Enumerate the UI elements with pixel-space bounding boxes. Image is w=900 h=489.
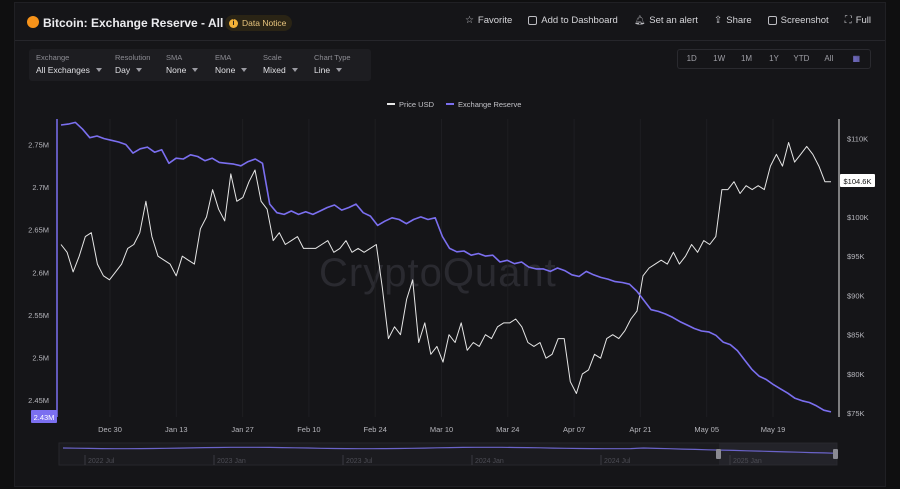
navigator-label: 2024 Jul <box>604 458 631 465</box>
exchange-select[interactable]: Exchange All Exchanges <box>36 53 102 75</box>
share-icon: ⇪ <box>713 15 723 26</box>
bell-icon: 🔔︎ <box>633 15 646 25</box>
legend-item-price[interactable]: Price USD <box>387 100 434 109</box>
ema-select[interactable]: EMA None <box>215 53 248 75</box>
add-to-dashboard-button[interactable]: Add to Dashboard <box>528 15 618 26</box>
x-axis-tick: Dec 30 <box>98 425 122 434</box>
x-axis-tick: Apr 07 <box>563 425 585 434</box>
x-axis-tick: Feb 10 <box>297 425 320 434</box>
x-axis-tick: Mar 10 <box>430 425 453 434</box>
right-axis-tick: $75K <box>847 409 865 418</box>
dashboard-icon <box>528 16 538 25</box>
reserve-series-line <box>60 121 832 413</box>
x-axis-tick: Mar 24 <box>496 425 519 434</box>
left-axis-tick: 2.55M <box>28 311 49 320</box>
filter-bar: Exchange All Exchanges Resolution Day SM… <box>29 49 371 81</box>
sma-select[interactable]: SMA None <box>166 53 199 75</box>
chart-svg[interactable]: 2.75M 2.7M 2.65M 2.6M 2.55M 2.5M 2.45M $110K $10… <box>15 3 887 488</box>
right-axis-tick: $85K <box>847 331 865 340</box>
range-1w[interactable]: 1W <box>713 54 726 63</box>
range-all[interactable]: All <box>824 54 834 63</box>
right-axis-tick: $80K <box>847 370 865 379</box>
left-axis-tick: 2.75M <box>28 141 49 150</box>
chevron-down-icon <box>136 68 143 72</box>
x-axis-tick: Apr 21 <box>629 425 651 434</box>
navigator-label: 2022 Jul <box>88 458 115 465</box>
chevron-down-icon <box>336 68 343 72</box>
expand-icon: ⛶ <box>844 15 852 26</box>
share-button[interactable]: ⇪ Share <box>713 15 752 26</box>
chevron-down-icon <box>95 68 102 72</box>
left-axis-tick: 2.7M <box>32 183 49 192</box>
fullscreen-button[interactable]: ⛶ Full <box>844 15 871 26</box>
x-axis-tick: May 19 <box>761 425 786 434</box>
camera-icon <box>767 16 777 25</box>
header-actions: ☆ Favorite Add to Dashboard 🔔︎ Set an aler… <box>465 15 871 26</box>
x-axis-tick: Jan 27 <box>231 425 254 434</box>
resolution-select[interactable]: Resolution Day <box>115 53 151 75</box>
left-axis-tick: 2.6M <box>32 268 49 277</box>
range-1m[interactable]: 1M <box>740 54 753 63</box>
chevron-down-icon <box>241 68 248 72</box>
time-range-selector: 1D 1W 1M 1Y YTD All ▦ <box>677 49 871 69</box>
x-axis-tick: Feb 24 <box>364 425 387 434</box>
range-1d[interactable]: 1D <box>686 54 697 63</box>
navigator-handle-right <box>833 449 838 459</box>
left-axis-tick: 2.5M <box>32 353 49 362</box>
calendar-icon[interactable]: ▦ <box>852 54 861 63</box>
navigator-label: 2024 Jan <box>475 458 504 465</box>
header-bar: Bitcoin: Exchange Reserve - All Exchange… <box>15 3 885 41</box>
reserve-current-label: 2.43M <box>34 413 55 422</box>
navigator-handle-left <box>716 449 721 459</box>
navigator-label: 2023 Jul <box>346 458 373 465</box>
scale-select[interactable]: Scale Mixed <box>263 53 298 75</box>
navigator-series-line <box>62 446 838 454</box>
data-notice-label: Data Notice <box>242 18 287 28</box>
right-axis-tick: $95K <box>847 252 865 261</box>
bitcoin-icon <box>27 16 39 28</box>
info-icon: i <box>229 18 238 28</box>
chevron-down-icon <box>192 68 199 72</box>
chart-legend: Price USD Exchange Reserve <box>387 100 521 109</box>
navigator-window <box>719 443 837 465</box>
left-axis-tick: 2.45M <box>28 396 49 405</box>
x-axis-tick: Jan 13 <box>165 425 188 434</box>
set-alert-button[interactable]: 🔔︎ Set an alert <box>633 15 698 26</box>
data-notice-badge[interactable]: i Data Notice <box>225 15 293 31</box>
chart-card: Bitcoin: Exchange Reserve - All Exchange… <box>14 2 886 487</box>
legend-item-reserve[interactable]: Exchange Reserve <box>446 100 521 109</box>
right-axis-tick: $100K <box>847 213 869 222</box>
chart-type-select[interactable]: Chart Type Line <box>314 53 351 75</box>
right-axis-tick: $110K <box>847 135 868 144</box>
x-axis-tick: May 05 <box>694 425 719 434</box>
price-series-line <box>60 142 831 394</box>
reserve-current-badge <box>31 410 57 423</box>
screenshot-button[interactable]: Screenshot <box>767 15 829 26</box>
chevron-down-icon <box>291 68 298 72</box>
range-1y[interactable]: 1Y <box>769 54 779 63</box>
navigator-label: 2025 Jan <box>733 458 762 465</box>
left-axis-tick: 2.65M <box>28 226 49 235</box>
price-current-badge <box>840 173 875 187</box>
price-current-label: $104.6K <box>844 177 872 186</box>
watermark: CryptoQuant <box>319 251 557 295</box>
star-icon: ☆ <box>464 15 474 26</box>
navigator-label: 2023 Jan <box>217 458 246 465</box>
right-axis-tick: $90K <box>847 291 865 300</box>
favorite-button[interactable]: ☆ Favorite <box>464 15 513 26</box>
range-ytd[interactable]: YTD <box>793 54 810 63</box>
